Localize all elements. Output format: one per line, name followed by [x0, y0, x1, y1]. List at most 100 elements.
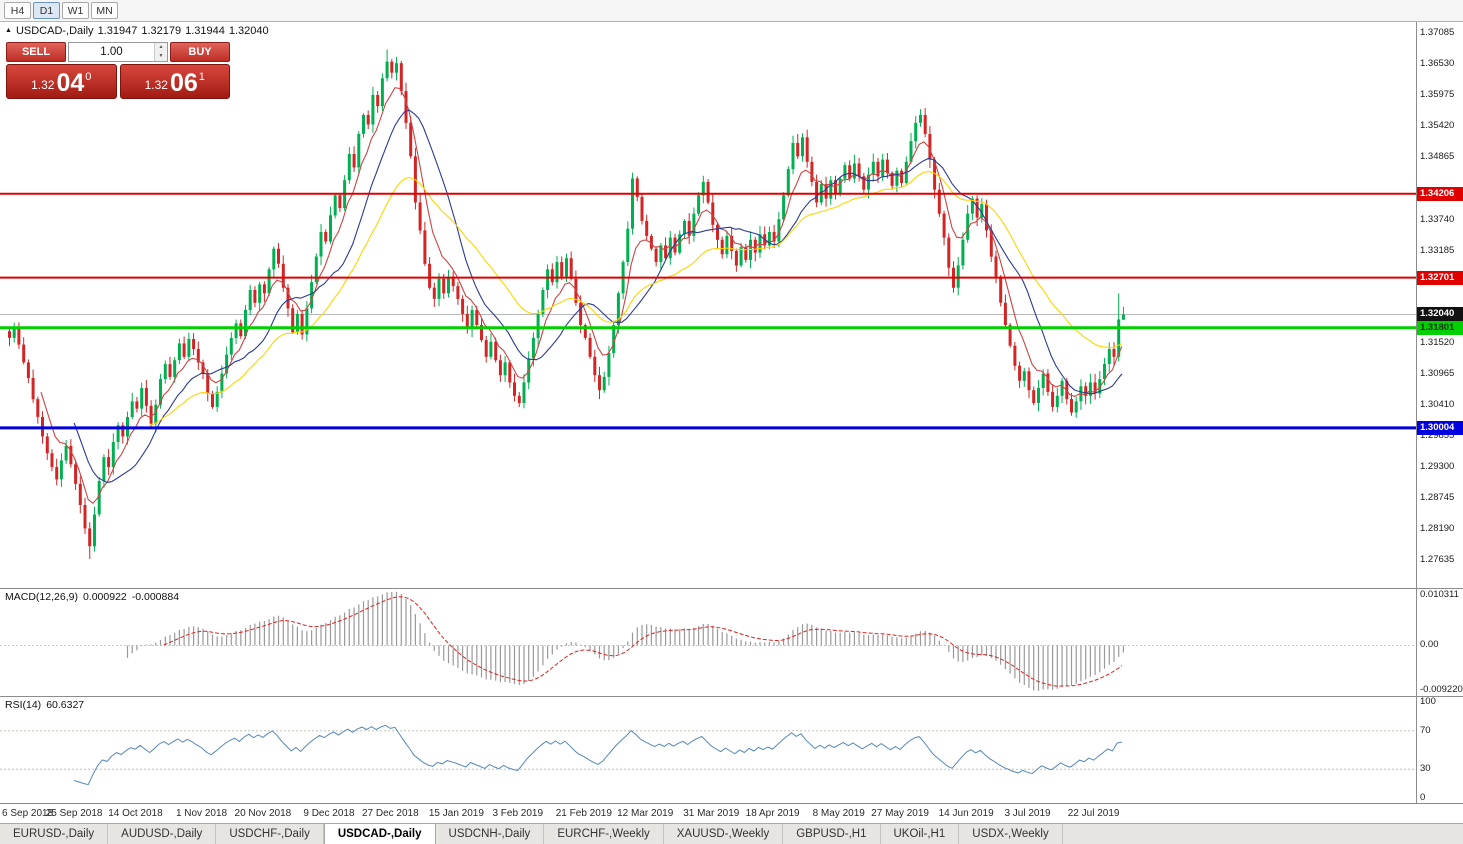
macd-signal-line [163, 596, 1123, 687]
rsi-axis-label: 30 [1420, 763, 1431, 775]
date-label: 14 Jun 2019 [938, 808, 994, 819]
rsi-axis: 100 70 30 0 [1416, 697, 1463, 803]
ohlc-close: 1.32040 [228, 25, 269, 37]
bid-big-digits: 04 [56, 69, 85, 97]
price-tick: 1.33185 [1420, 244, 1455, 256]
date-label: 8 May 2019 [812, 808, 865, 819]
date-label: 6 Sep 2018 [2, 808, 54, 819]
macd-label: MACD(12,26,9) 0.000922 -0.000884 [5, 591, 184, 603]
macd-axis-label: 0.00 [1420, 639, 1439, 651]
rsi-name: RSI(14) [5, 699, 42, 711]
rsi-axis-label: 0 [1420, 792, 1426, 803]
rsi-axis-label: 70 [1420, 724, 1431, 736]
rsi-axis-label: 100 [1420, 696, 1436, 707]
current-price-badge: 1.32040 [1417, 307, 1463, 322]
price-tick: 1.34865 [1420, 151, 1455, 163]
volume-increase-button[interactable]: ▲ [155, 43, 167, 52]
ohlc-high: 1.32179 [141, 25, 182, 37]
price-tick: 1.29300 [1420, 461, 1455, 473]
time-axis[interactable]: 6 Sep 2018 25 Sep 2018 14 Oct 2018 1 Nov 20… [0, 803, 1463, 823]
macd-name: MACD(12,26,9) [5, 591, 78, 603]
date-label: 25 Sep 2018 [45, 808, 103, 819]
buy-button[interactable]: BUY [170, 42, 230, 62]
date-label: 12 Mar 2019 [617, 808, 674, 819]
macd-histogram [126, 591, 1125, 691]
rsi-value: 60.6327 [46, 699, 85, 711]
date-label: 3 Feb 2019 [492, 808, 544, 819]
macd-indicator-pane[interactable]: MACD(12,26,9) 0.000922 -0.000884 0.010311 0… [0, 588, 1463, 696]
date-label: 20 Nov 2018 [234, 808, 292, 819]
date-label: 31 Mar 2019 [683, 808, 740, 819]
volume-input[interactable] [69, 43, 154, 61]
hline-price-badge: 1.34206 [1417, 186, 1463, 201]
buy-price-button[interactable]: 1.32 06 1 [119, 64, 230, 99]
macd-signal-value: -0.000884 [131, 591, 180, 603]
rsi-svg [0, 724, 1416, 786]
ask-big-digits: 06 [169, 69, 198, 97]
ask-prefix: 1.32 [144, 78, 168, 92]
rsi-line [73, 724, 1122, 786]
price-tick: 1.31520 [1420, 337, 1455, 349]
date-label: 15 Jan 2019 [428, 808, 484, 819]
hline-price-badge: 1.30004 [1417, 420, 1463, 435]
ohlc-open: 1.31947 [97, 25, 138, 37]
candles-layer [8, 49, 1125, 559]
ema-7-line [40, 87, 1123, 505]
timeframe-button-d1[interactable]: D1 [33, 2, 60, 19]
price-tick: 1.30965 [1420, 368, 1455, 380]
chart-title: ▲ USDCAD-,Daily 1.31947 1.32179 1.31944 1.320… [5, 25, 273, 37]
chart-tab-usdchf-daily[interactable]: USDCHF-,Daily [216, 824, 324, 844]
timeframe-button-w1[interactable]: W1 [62, 2, 89, 19]
main-chart-pane[interactable]: ▲ USDCAD-,Daily 1.31947 1.32179 1.31944 1.320… [0, 22, 1463, 588]
bid-prefix: 1.32 [31, 78, 55, 92]
ohlc-low: 1.31944 [185, 25, 225, 37]
chart-tab-eurusd-daily[interactable]: EURUSD-,Daily [0, 824, 109, 844]
date-label: 22 Jul 2019 [1067, 808, 1120, 819]
volume-spinner: ▲ ▼ [154, 43, 167, 61]
price-axis[interactable]: 1.37085 1.36530 1.35975 1.35420 1.34865 1.337… [1416, 22, 1463, 588]
chart-tab-gbpusd-h1[interactable]: GBPUSD-,H1 [783, 824, 881, 844]
macd-axis-label: 0.010311 [1420, 589, 1459, 601]
timeframe-button-h4[interactable]: H4 [4, 2, 31, 19]
timeframe-button-mn[interactable]: MN [91, 2, 118, 19]
chart-tab-ukoil-h1[interactable]: UKOil-,H1 [881, 824, 960, 844]
chart-tab-eurchf-weekly[interactable]: EURCHF-,Weekly [544, 824, 664, 844]
macd-axis: 0.010311 0.00 -0.009220 [1416, 589, 1463, 696]
chart-tab-usdcnh-daily[interactable]: USDCNH-,Daily [436, 824, 545, 844]
ema-30-line [149, 170, 1123, 426]
price-tick: 1.36530 [1420, 58, 1455, 70]
price-tick: 1.28190 [1420, 522, 1455, 534]
chart-tab-usdcad-daily[interactable]: USDCAD-,Daily [323, 824, 436, 844]
sell-button[interactable]: SELL [6, 42, 66, 62]
hline-price-badge: 1.32701 [1417, 270, 1463, 285]
macd-svg [0, 591, 1416, 691]
ask-point-digit: 1 [198, 71, 205, 83]
hline-price-badge: 1.31801 [1417, 320, 1463, 335]
macd-axis-label: -0.009220 [1420, 684, 1463, 695]
price-tick: 1.28745 [1420, 492, 1455, 504]
date-label: 18 Apr 2019 [745, 808, 800, 819]
date-label: 14 Oct 2018 [108, 808, 163, 819]
date-label: 27 Dec 2018 [361, 808, 419, 819]
rsi-indicator-pane[interactable]: RSI(14) 60.6327 100 70 30 0 [0, 696, 1463, 803]
collapse-triangle-icon[interactable]: ▲ [5, 27, 12, 34]
price-chart-svg [0, 49, 1416, 559]
volume-decrease-button[interactable]: ▼ [155, 52, 167, 61]
bid-point-digit: 0 [85, 71, 92, 83]
volume-box: ▲ ▼ [68, 42, 168, 62]
chart-tab-usdx-weekly[interactable]: USDX-,Weekly [959, 824, 1063, 844]
price-tick: 1.33740 [1420, 213, 1455, 225]
timeframe-toolbar: H4 D1 W1 MN [0, 0, 1463, 22]
price-tick: 1.35420 [1420, 120, 1455, 132]
price-tick: 1.30410 [1420, 399, 1455, 411]
price-tick: 1.37085 [1420, 27, 1455, 39]
sell-price-button[interactable]: 1.32 04 0 [6, 64, 117, 99]
macd-value: 0.000922 [82, 591, 127, 603]
chart-tab-audusd-daily[interactable]: AUDUSD-,Daily [108, 824, 217, 844]
rsi-label: RSI(14) 60.6327 [5, 699, 89, 711]
price-tick: 1.27635 [1420, 553, 1455, 565]
chart-tabs-bar: EURUSD-,Daily AUDUSD-,Daily USDCHF-,Daily U… [0, 823, 1463, 844]
chart-tab-xauusd-weekly[interactable]: XAUUSD-,Weekly [664, 824, 784, 844]
date-label: 27 May 2019 [871, 808, 929, 819]
